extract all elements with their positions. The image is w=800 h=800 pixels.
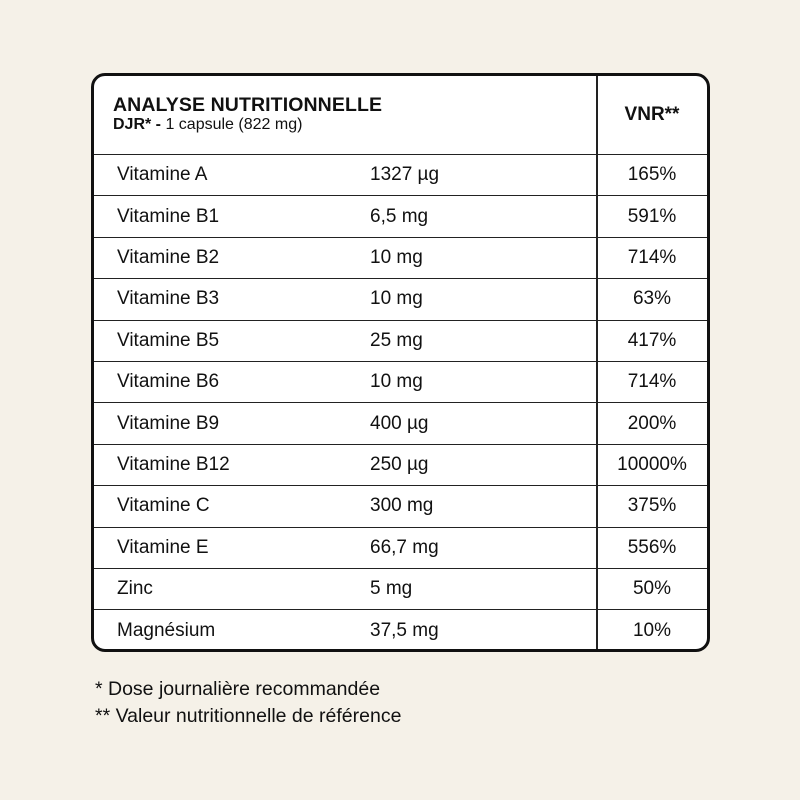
- nutrient-name: Vitamine C: [117, 495, 210, 517]
- nutrient-amount: 10 mg: [370, 288, 423, 310]
- nutrient-vnr: 714%: [627, 371, 677, 393]
- table-header: ANALYSE NUTRITIONNELLE DJR* - 1 capsule …: [94, 76, 707, 155]
- nutrient-amount: 1327 µg: [370, 164, 440, 186]
- nutrient-vnr: 417%: [627, 329, 677, 351]
- nutrient-amount: 250 µg: [370, 453, 429, 475]
- nutrient-vnr: 10%: [632, 619, 672, 641]
- table-row: Vitamine B3 10 mg 63%: [94, 279, 707, 321]
- table-row: Vitamine E 66,7 mg 556%: [94, 528, 707, 569]
- table-row: Vitamine B6 10 mg 714%: [94, 362, 707, 404]
- table-row: Vitamine B2 10 mg 714%: [94, 238, 707, 280]
- djr-label: DJR* -: [113, 116, 162, 133]
- nutrient-name: Vitamine B9: [117, 412, 220, 434]
- nutrient-vnr: 591%: [627, 205, 677, 227]
- table-row: Vitamine C 300 mg 375%: [94, 486, 707, 528]
- nutrient-amount: 25 mg: [370, 329, 423, 351]
- table-row: Magnésium 37,5 mg 10%: [94, 610, 707, 649]
- nutrient-vnr: 10000%: [617, 453, 687, 475]
- serving-info: DJR* - 1 capsule (822 mg): [113, 116, 382, 134]
- nutrient-vnr: 375%: [627, 495, 677, 517]
- serving-size: 1 capsule (822 mg): [161, 116, 303, 133]
- table-row: Vitamine B5 25 mg 417%: [94, 321, 707, 362]
- nutrient-name: Magnésium: [117, 619, 216, 641]
- nutrient-name: Zinc: [117, 578, 153, 600]
- nutrient-amount: 6,5 mg: [370, 205, 429, 227]
- table-row: Vitamine B12 250 µg 10000%: [94, 445, 707, 487]
- table-row: Vitamine A 1327 µg 165%: [94, 155, 707, 197]
- nutrient-vnr: 50%: [632, 578, 672, 600]
- nutrient-amount: 400 µg: [370, 412, 429, 434]
- table-title: ANALYSE NUTRITIONNELLE: [113, 94, 383, 116]
- header-left: ANALYSE NUTRITIONNELLE DJR* - 1 capsule …: [113, 94, 382, 134]
- nutrient-name: Vitamine B12: [117, 453, 230, 475]
- nutrient-name: Vitamine B2: [117, 246, 220, 268]
- nutrient-name: Vitamine B5: [117, 329, 220, 351]
- table-row: Vitamine B9 400 µg 200%: [94, 403, 707, 445]
- nutrient-amount: 37,5 mg: [370, 619, 439, 641]
- nutrient-vnr: 714%: [627, 246, 677, 268]
- table-row: Zinc 5 mg 50%: [94, 569, 707, 611]
- nutrient-name: Vitamine B6: [117, 371, 220, 393]
- nutrient-vnr: 200%: [627, 412, 677, 434]
- nutrient-name: Vitamine B3: [117, 288, 220, 310]
- nutrient-name: Vitamine A: [117, 164, 208, 186]
- table-body: Vitamine A 1327 µg 165% Vitamine B1 6,5 mg 5…: [94, 155, 707, 649]
- nutrient-amount: 66,7 mg: [370, 536, 439, 558]
- footnote-vnr: ** Valeur nutritionnelle de référence: [95, 705, 402, 727]
- nutrient-vnr: 63%: [632, 288, 672, 310]
- nutrient-amount: 5 mg: [370, 578, 413, 600]
- nutrient-vnr: 556%: [627, 536, 677, 558]
- vnr-header: VNR**: [624, 104, 680, 125]
- column-divider: [596, 76, 598, 649]
- nutrient-vnr: 165%: [627, 164, 677, 186]
- footnotes: * Dose journalière recommandée ** Valeur…: [95, 676, 401, 730]
- nutrient-amount: 10 mg: [370, 246, 423, 268]
- table-row: Vitamine B1 6,5 mg 591%: [94, 196, 707, 238]
- nutrition-table: ANALYSE NUTRITIONNELLE DJR* - 1 capsule …: [91, 73, 710, 652]
- nutrient-name: Vitamine E: [117, 536, 209, 558]
- nutrient-name: Vitamine B1: [117, 205, 220, 227]
- footnote-djr: * Dose journalière recommandée: [95, 678, 381, 700]
- nutrient-amount: 300 mg: [370, 495, 434, 517]
- nutrient-amount: 10 mg: [370, 371, 423, 393]
